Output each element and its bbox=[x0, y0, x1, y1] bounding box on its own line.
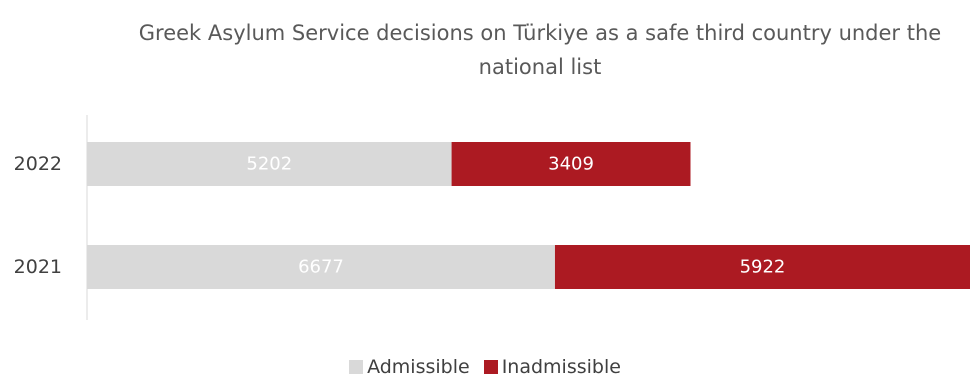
data-label-admissible-2022: 5202 bbox=[246, 154, 292, 175]
bar-inadmissible-2021 bbox=[554, 245, 970, 289]
bar-admissible-2022 bbox=[87, 142, 452, 186]
chart-title: Greek Asylum Service decisions on Türkiy… bbox=[138, 21, 942, 79]
category-label-2022: 2022 bbox=[14, 153, 62, 175]
data-label-inadmissible-2022: 3409 bbox=[548, 154, 594, 175]
data-label-inadmissible-2021: 5922 bbox=[740, 257, 786, 278]
data-label-admissible-2021: 6677 bbox=[298, 257, 344, 278]
category-label-2021: 2021 bbox=[14, 256, 62, 278]
legend: Admissible Inadmissible bbox=[0, 356, 970, 378]
bar-inadmissible-2022 bbox=[451, 142, 691, 186]
legend-swatch-inadmissible bbox=[483, 360, 498, 374]
legend-item-inadmissible: Inadmissible bbox=[483, 356, 621, 378]
bar-admissible-2021 bbox=[87, 245, 555, 289]
legend-label-inadmissible: Inadmissible bbox=[501, 356, 621, 378]
legend-label-admissible: Admissible bbox=[367, 356, 470, 378]
legend-swatch-admissible bbox=[349, 360, 364, 374]
legend-item-admissible: Admissible bbox=[349, 356, 470, 378]
